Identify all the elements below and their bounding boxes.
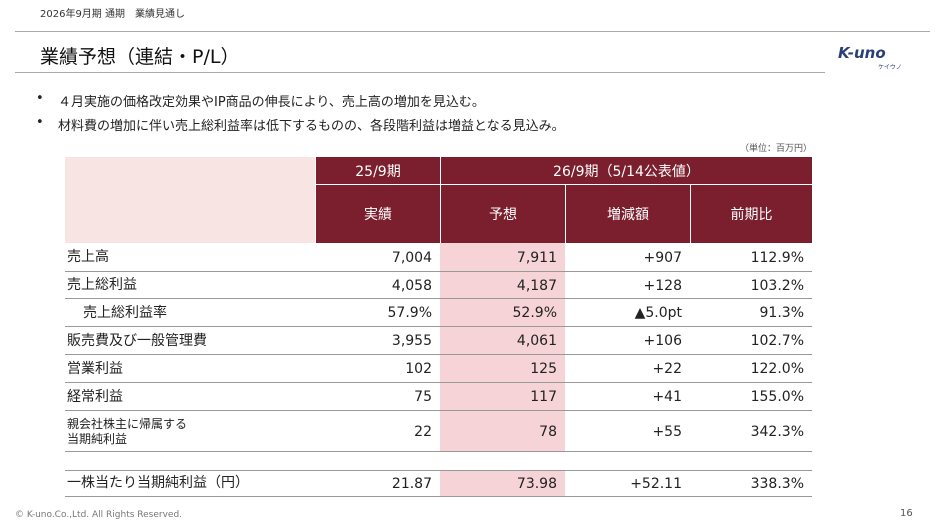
cell-value: +128 bbox=[643, 277, 682, 294]
cell-value: 117 bbox=[530, 389, 557, 405]
row-label: 経常利益 bbox=[67, 388, 123, 405]
cell-value: 342.3% bbox=[750, 423, 804, 440]
cell-value: 338.3% bbox=[750, 475, 804, 492]
cell-value: 112.9% bbox=[750, 249, 804, 266]
logo-sub: ケイウノ bbox=[878, 64, 902, 71]
row-label: 親会社株主に帰属する 当期純利益 bbox=[67, 416, 188, 446]
cell-value: +52.11 bbox=[630, 475, 682, 492]
cell-value: 7,911 bbox=[516, 249, 557, 266]
cell-value: 52.9% bbox=[512, 305, 557, 321]
row-rule bbox=[65, 451, 812, 452]
cell-value: +907 bbox=[643, 249, 682, 266]
header-label-area bbox=[65, 157, 315, 243]
cell-value: ▲5.0pt bbox=[634, 305, 682, 321]
unit-label: （単位：百万円） bbox=[739, 144, 812, 154]
cell-value: 21.87 bbox=[391, 475, 432, 492]
row-label: 一株当たり当期純利益（円） bbox=[67, 475, 249, 491]
rule bbox=[15, 72, 825, 73]
column-header: 予想 bbox=[440, 185, 565, 243]
row-rule bbox=[65, 410, 812, 411]
bullet-text: ４月実施の価格改定効果やIP商品の伸長により、売上高の増加を見込む。 bbox=[58, 95, 485, 110]
cell-value: 4,058 bbox=[391, 277, 432, 294]
column-header: 前期比 bbox=[690, 185, 812, 243]
cell-value: 122.0% bbox=[750, 361, 804, 377]
cell-value: 57.9% bbox=[387, 305, 432, 321]
group-header: 25/9期 bbox=[315, 157, 440, 185]
row-rule bbox=[65, 382, 812, 383]
copyright: © K-uno.Co.,Ltd. All Rights Reserved. bbox=[15, 510, 183, 520]
row-label: 売上総利益率 bbox=[83, 304, 167, 321]
cell-value: +22 bbox=[652, 361, 682, 377]
row-rule bbox=[65, 271, 812, 272]
row-rule bbox=[65, 298, 812, 299]
cell-value: +106 bbox=[643, 333, 682, 349]
row-label: 販売費及び一般管理費 bbox=[67, 332, 207, 349]
group-header: 26/9期（5/14公表値） bbox=[440, 157, 812, 185]
cell-value: 75 bbox=[414, 389, 432, 405]
forecast-band bbox=[440, 243, 565, 452]
cell-value: 102 bbox=[405, 361, 432, 377]
period-label: 2026年9月期 通期 業績見通し bbox=[40, 9, 185, 20]
row-rule bbox=[65, 326, 812, 327]
cell-value: 4,187 bbox=[516, 277, 557, 294]
forecast-band bbox=[440, 470, 565, 497]
title: 業績予想（連結・P/L） bbox=[40, 46, 240, 68]
cell-value: 155.0% bbox=[750, 389, 804, 405]
cell-value: 91.3% bbox=[759, 305, 804, 321]
cell-value: 102.7% bbox=[750, 333, 804, 349]
cell-value: 78 bbox=[539, 423, 557, 440]
bullet: • bbox=[36, 115, 44, 130]
bullet: • bbox=[36, 91, 44, 106]
row-label: 営業利益 bbox=[67, 360, 123, 377]
cell-value: 4,061 bbox=[516, 333, 557, 349]
cell-value: 22 bbox=[414, 423, 432, 440]
column-header: 増減額 bbox=[565, 185, 690, 243]
cell-value: +41 bbox=[652, 389, 682, 405]
cell-value: 125 bbox=[530, 361, 557, 377]
cell-value: 103.2% bbox=[750, 277, 804, 294]
cell-value: 73.98 bbox=[516, 475, 557, 492]
cell-value: 7,004 bbox=[391, 249, 432, 266]
column-header: 実績 bbox=[315, 185, 440, 243]
row-rule bbox=[65, 496, 812, 497]
page-number: 16 bbox=[900, 508, 913, 519]
bullet-text: 材料費の増加に伴い売上総利益率は低下するものの、各段階利益は増益となる見込み。 bbox=[58, 119, 565, 134]
row-label: 売上総利益 bbox=[67, 277, 137, 293]
rule bbox=[15, 31, 930, 32]
row-rule bbox=[65, 354, 812, 355]
row-label: 売上高 bbox=[67, 249, 109, 265]
cell-value: 3,955 bbox=[391, 333, 432, 349]
logo: K-uno bbox=[838, 44, 886, 62]
cell-value: +55 bbox=[652, 423, 682, 440]
row-rule bbox=[65, 470, 812, 471]
